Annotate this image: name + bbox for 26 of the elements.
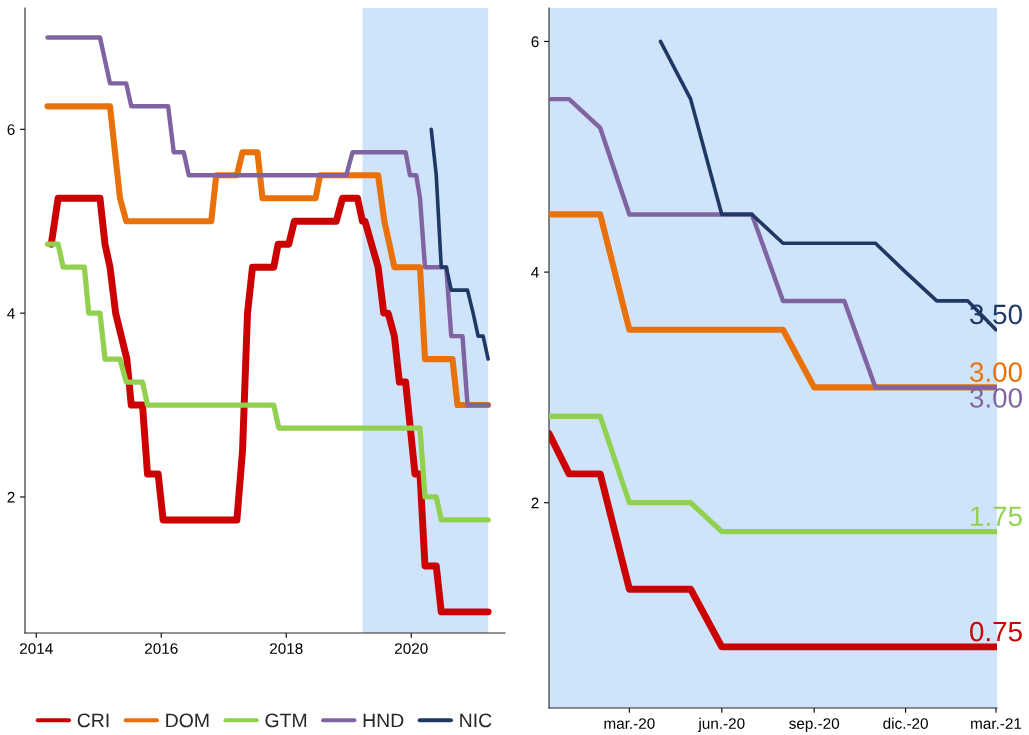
legend-label: CRI (77, 713, 109, 728)
y-tick-label: 2 (531, 497, 539, 509)
x-tick-label: 2018 (270, 643, 303, 654)
x-tick-label: mar.-21 (971, 718, 1022, 729)
legend-label: GTM (265, 713, 307, 728)
annotation: 1.75 (971, 506, 1022, 527)
y-tick-label: 4 (7, 308, 15, 319)
y-tick-label: 2 (7, 491, 15, 503)
y-tick-label: 4 (531, 267, 539, 278)
legend-label: DOM (166, 713, 209, 728)
legend-label: HND (363, 713, 404, 728)
x-tick-label: 2016 (145, 643, 178, 654)
x-tick-label: sep.-20 (789, 718, 840, 732)
line-series (429, 127, 490, 361)
x-tick-label: 2020 (395, 643, 428, 654)
y-tick-label: 6 (7, 124, 15, 136)
x-tick-label: dic.-20 (883, 717, 928, 729)
annotation: 3.00 (970, 362, 1022, 382)
y-tick-label: 6 (531, 36, 539, 48)
x-tick-label: mar.-20 (604, 718, 655, 729)
annotation: 0.75 (970, 621, 1022, 642)
annotation: 3.00 (970, 388, 1022, 408)
line-series (45, 35, 491, 408)
legend-label: NIC (460, 713, 492, 728)
x-tick-label: jun.-20 (698, 717, 745, 732)
x-tick-label: 2014 (20, 643, 53, 654)
